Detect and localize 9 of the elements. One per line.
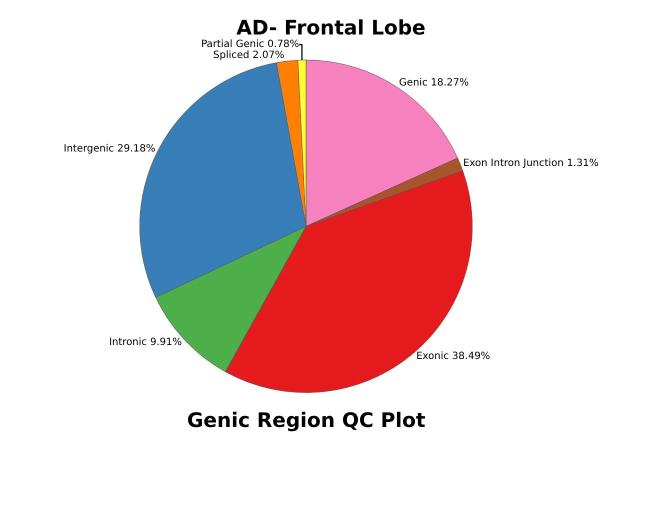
slice-label: Partial Genic 0.78% bbox=[201, 39, 300, 50]
slice-label: Spliced 2.07% bbox=[213, 50, 284, 62]
slice-label: Exonic 38.49% bbox=[416, 350, 490, 362]
chart-title: AD- Frontal Lobe bbox=[236, 15, 426, 40]
slice-label: Genic 18.27% bbox=[399, 77, 469, 88]
text: Genic Region QC Plot bbox=[187, 408, 426, 432]
slice-label: Intronic 9.91% bbox=[109, 337, 182, 348]
slice-label: Exon Intron Junction 1.31% bbox=[463, 158, 599, 170]
slice-label: Intergenic 29.18% bbox=[64, 144, 156, 155]
